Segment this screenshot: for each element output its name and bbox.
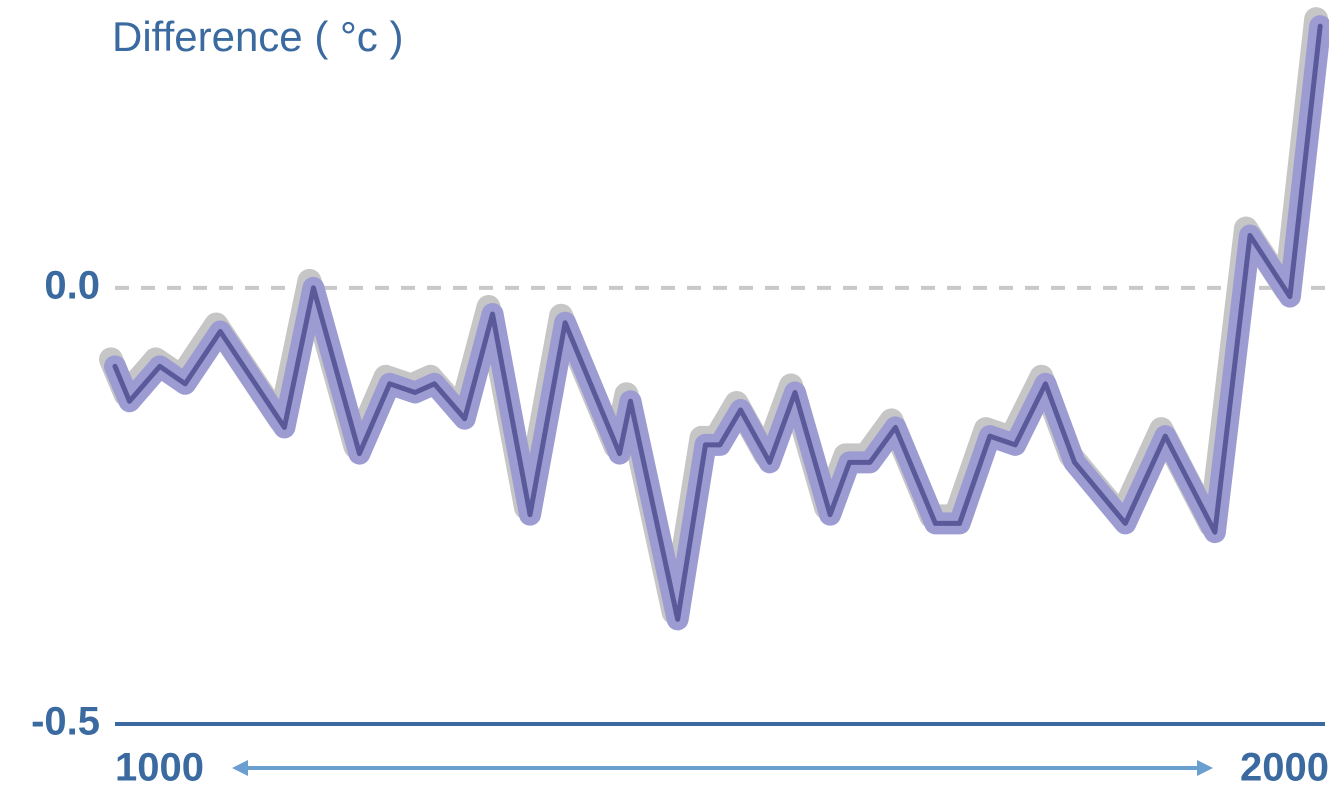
- line-halo: [104, 15, 1329, 631]
- y-tick-label: -0.5: [31, 700, 100, 744]
- x-tick-label: 1000: [115, 746, 204, 789]
- chart-title: Difference ( °c ): [112, 13, 403, 60]
- y-tick-label: 0.0: [44, 263, 100, 307]
- x-tick-label: 2000: [1240, 746, 1329, 789]
- line: [112, 23, 1323, 622]
